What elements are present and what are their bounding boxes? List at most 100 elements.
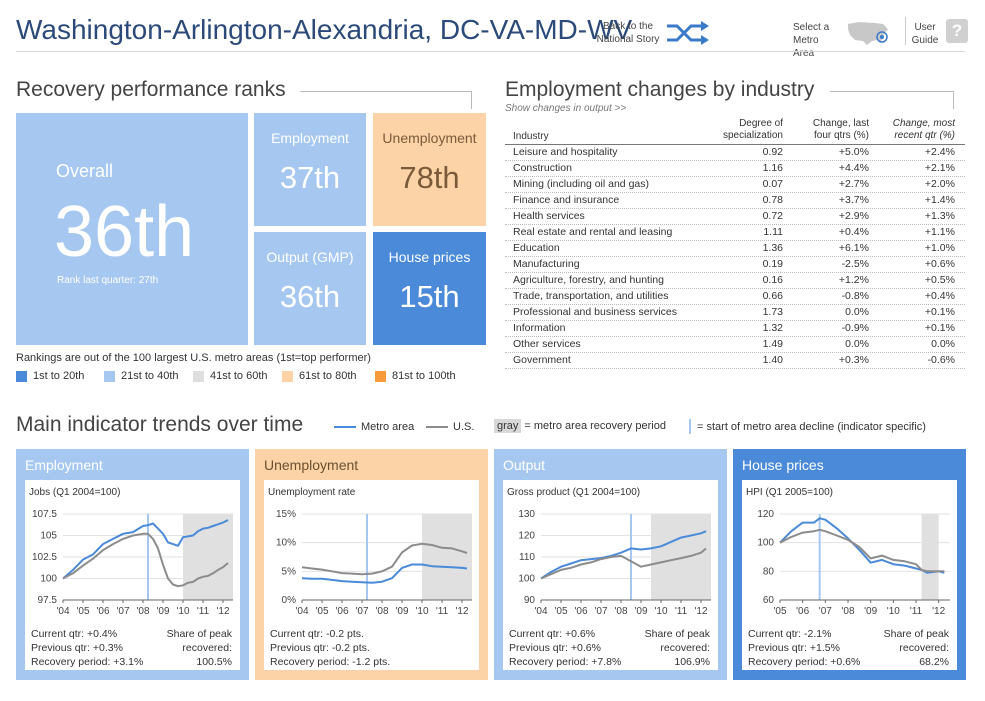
- cell-recent-qtr-change: +0.1%: [924, 322, 955, 334]
- header-divider: [905, 17, 906, 45]
- y-tick-label: 100: [40, 574, 57, 585]
- cell-industry: Manufacturing: [513, 258, 580, 270]
- help-icon[interactable]: ?: [946, 19, 968, 43]
- house-prices-trend-panel[interactable]: House prices HPI (Q1 2005=100) 60 80 100 12…: [733, 449, 966, 680]
- y-tick-label: 5%: [282, 566, 297, 577]
- us-series-line: [779, 528, 945, 573]
- cell-specialization: 0.66: [762, 290, 783, 302]
- x-tick-label: '04: [295, 606, 308, 617]
- cell-specialization: 0.72: [762, 210, 783, 222]
- y-tick-label: 97.5: [38, 595, 58, 606]
- select-metro-area-link[interactable]: Select a Metro Area: [793, 16, 893, 59]
- employment-rank-box[interactable]: Employment 37th: [254, 113, 366, 226]
- x-tick-label: '07: [116, 606, 129, 617]
- cell-recent-qtr-change: +2.0%: [924, 178, 955, 190]
- chart-card: Gross product (Q1 2004=100) 90 100 110 120 1…: [503, 480, 718, 670]
- legend-decline-marker: [689, 419, 691, 434]
- cell-recent-qtr-change: +1.4%: [924, 194, 955, 206]
- cell-specialization: 0.78: [762, 194, 783, 206]
- stat-recovery: Recovery period: -1.2 pts.: [270, 656, 391, 668]
- stat-previous: Previous qtr: +1.5%: [748, 642, 840, 654]
- stat-previous: Previous qtr: +0.3%: [31, 642, 123, 654]
- col-header-industry: Industry: [513, 131, 549, 142]
- house-prices-rank-label: House prices: [388, 249, 471, 265]
- x-tick-label: '12: [932, 606, 945, 617]
- x-tick-label: '09: [156, 606, 169, 617]
- cell-recent-qtr-change: +1.1%: [924, 226, 955, 238]
- employment-trend-panel[interactable]: Employment Jobs (Q1 2004=100) 97.5 100 102…: [16, 449, 249, 680]
- unemployment-rank-label: Unemployment: [382, 130, 477, 146]
- col-header-recent-qtr-change: Change, most recent qtr (%): [892, 118, 955, 141]
- stat-current: Current qtr: +0.6%: [509, 628, 596, 640]
- stat-share-label-2: recovered:: [182, 642, 232, 654]
- cell-four-qtr-change: +2.7%: [838, 178, 869, 190]
- y-tick-label: 130: [518, 509, 535, 520]
- stat-share-value: 68.2%: [919, 656, 949, 668]
- cell-four-qtr-change: -0.8%: [841, 290, 869, 302]
- back-link-label: Back to the National Story: [596, 21, 660, 45]
- cell-specialization: 1.16: [762, 162, 783, 174]
- chart-title: Gross product (Q1 2004=100): [507, 487, 641, 498]
- unemployment-rank-box[interactable]: Unemployment 78th: [373, 113, 486, 226]
- table-row: Education 1.36 +6.1% +1.0%: [505, 241, 965, 257]
- output-trend-panel[interactable]: Output Gross product (Q1 2004=100) 90 100…: [494, 449, 727, 680]
- show-output-changes-link[interactable]: Show changes in output >>: [505, 103, 627, 114]
- stat-share-value: 106.9%: [674, 656, 710, 668]
- employment-rank-value: 37th: [279, 160, 341, 195]
- panel-title: Unemployment: [264, 457, 359, 473]
- recovery-period-band: [422, 514, 472, 600]
- table-row: Trade, transportation, and utilities 0.66…: [505, 289, 965, 305]
- legend-label: 1st to 20th: [33, 370, 85, 382]
- us-series-line: [301, 542, 468, 576]
- overall-rank-value: 36th: [54, 192, 195, 272]
- table-row: Information 1.32 -0.9% +0.1%: [505, 321, 965, 337]
- cell-four-qtr-change: 0.0%: [845, 338, 869, 350]
- table-row: Leisure and hospitality 0.92 +5.0% +2.4%: [505, 145, 965, 161]
- table-row: Government 1.40 +0.3% -0.6%: [505, 353, 965, 369]
- cell-four-qtr-change: +0.3%: [838, 354, 869, 366]
- house-prices-rank-box[interactable]: House prices 15th: [373, 232, 486, 345]
- title-divider: [16, 51, 965, 52]
- metro-series-line: [301, 563, 468, 584]
- back-to-national-story-link[interactable]: Back to the National Story: [595, 14, 720, 50]
- y-tick-label: 15%: [276, 509, 296, 520]
- cell-recent-qtr-change: +2.1%: [924, 162, 955, 174]
- cell-recent-qtr-change: -0.6%: [927, 354, 955, 366]
- x-tick-label: '08: [841, 606, 854, 617]
- y-tick-label: 107.5: [32, 509, 57, 520]
- cell-four-qtr-change: -2.5%: [841, 258, 869, 270]
- x-tick-label: '10: [654, 606, 667, 617]
- y-tick-label: 10%: [276, 538, 296, 549]
- chart-card: Unemployment rate 0% 5% 10% 15% '04 '05 '06 '07…: [264, 480, 479, 670]
- house-prices-rank-value: 15th: [399, 279, 460, 314]
- x-tick-label: '08: [136, 606, 149, 617]
- user-guide-link[interactable]: User Guide ?: [910, 16, 972, 50]
- cell-four-qtr-change: +6.1%: [838, 242, 869, 254]
- table-row: Professional and business services 1.73 0.…: [505, 305, 965, 321]
- cell-industry: Agriculture, forestry, and hunting: [513, 274, 664, 286]
- table-row: Construction 1.16 +4.4% +2.1%: [505, 161, 965, 177]
- cell-industry: Real estate and rental and leasing: [513, 226, 673, 238]
- x-tick-label: '08: [375, 606, 388, 617]
- stat-share-label-1: Share of peak: [166, 628, 232, 640]
- cell-industry: Professional and business services: [513, 306, 678, 318]
- unemployment-rank-value: 78th: [399, 160, 460, 195]
- table-header: Industry Degree of specialization Change,…: [505, 117, 965, 145]
- stat-previous: Previous qtr: +0.6%: [509, 642, 601, 654]
- output-rank-box[interactable]: Output (GMP) 36th: [254, 232, 366, 345]
- cell-four-qtr-change: +1.2%: [838, 274, 869, 286]
- chart-title: Unemployment rate: [268, 487, 356, 498]
- cell-industry: Health services: [513, 210, 585, 222]
- x-tick-label: '06: [96, 606, 109, 617]
- unemployment-trend-panel[interactable]: Unemployment Unemployment rate 0% 5% 10% 15…: [255, 449, 488, 680]
- trend-legend: Metro area U.S. gray = metro area recover…: [334, 419, 964, 435]
- y-tick-label: 105: [40, 531, 57, 542]
- output-chart: 90 100 110 120 130 '04 '05 '06 '07 '08 '09 '10 '11 '1…: [518, 509, 711, 617]
- x-tick-label: '06: [335, 606, 348, 617]
- table-row: Mining (including oil and gas) 0.07 +2.7% +…: [505, 177, 965, 193]
- cell-four-qtr-change: +2.9%: [838, 210, 869, 222]
- cell-recent-qtr-change: +0.6%: [924, 258, 955, 270]
- col-header-four-qtr-change: Change, last four qtrs (%): [812, 118, 869, 141]
- table-row: Real estate and rental and leasing 1.11 +0…: [505, 225, 965, 241]
- chart-card: Jobs (Q1 2004=100) 97.5 100 102.5 105 107.5 '…: [25, 480, 240, 670]
